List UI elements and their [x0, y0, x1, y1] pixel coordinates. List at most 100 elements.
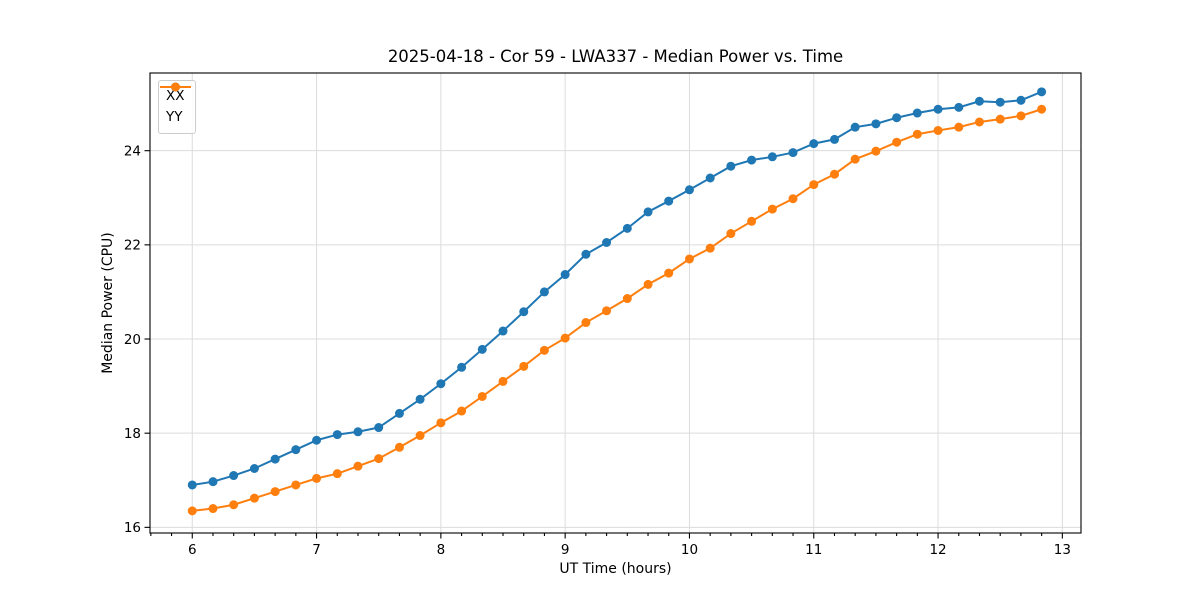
series-line-yy — [192, 108, 1042, 512]
data-point-xx — [477, 344, 487, 354]
legend-label-yy: YY — [166, 108, 183, 125]
data-point-xx — [767, 152, 777, 162]
data-point-xx — [830, 134, 840, 144]
data-point-xx — [622, 223, 632, 233]
data-point-xx — [457, 362, 467, 372]
data-point-yy — [270, 487, 280, 497]
data-point-yy — [643, 279, 653, 289]
data-point-xx — [871, 119, 881, 129]
data-point-xx — [995, 97, 1005, 107]
data-point-yy — [933, 125, 943, 135]
y-tick-label: 20 — [124, 332, 141, 348]
x-tick-label: 8 — [437, 542, 446, 558]
data-point-yy — [664, 268, 674, 278]
data-point-xx — [332, 430, 342, 440]
data-point-yy — [622, 294, 632, 304]
data-point-xx — [560, 270, 570, 280]
data-point-yy — [850, 154, 860, 164]
data-point-yy — [602, 306, 612, 316]
data-point-yy — [974, 117, 984, 127]
data-point-xx — [291, 445, 301, 455]
data-point-yy — [747, 216, 757, 226]
data-point-xx — [436, 379, 446, 389]
data-point-xx — [187, 480, 197, 490]
data-point-xx — [664, 196, 674, 206]
data-point-yy — [291, 480, 301, 490]
data-point-yy — [187, 506, 197, 516]
x-axis-label: UT Time (hours) — [559, 561, 672, 577]
data-point-yy — [477, 391, 487, 401]
data-point-xx — [602, 237, 612, 247]
data-point-yy — [208, 504, 218, 514]
x-tick-label: 6 — [188, 542, 197, 558]
data-point-xx — [394, 408, 404, 418]
data-point-xx — [1016, 95, 1026, 105]
y-tick-label: 16 — [124, 520, 141, 536]
data-point-yy — [954, 122, 964, 132]
x-tick-label: 12 — [929, 542, 946, 558]
data-point-xx — [643, 207, 653, 217]
data-point-yy — [498, 376, 508, 386]
data-point-yy — [1016, 111, 1026, 121]
data-point-xx — [912, 108, 922, 118]
data-point-xx — [726, 161, 736, 171]
data-point-xx — [353, 427, 363, 437]
data-point-yy — [830, 169, 840, 179]
data-point-xx — [933, 104, 943, 114]
data-point-yy — [767, 204, 777, 214]
data-point-xx — [705, 173, 715, 183]
legend: XX YY — [158, 80, 196, 134]
data-point-yy — [519, 361, 529, 371]
data-point-xx — [1037, 87, 1047, 97]
data-point-yy — [581, 318, 591, 328]
data-point-xx — [809, 139, 819, 149]
x-tick-label: 10 — [681, 542, 698, 558]
y-tick-label: 22 — [124, 238, 141, 254]
data-point-yy — [374, 454, 384, 464]
x-tick-label: 7 — [312, 542, 321, 558]
x-tick-label: 9 — [561, 542, 570, 558]
data-point-yy — [809, 180, 819, 190]
data-point-xx — [519, 307, 529, 317]
data-point-xx — [312, 435, 322, 445]
y-axis-label: Median Power (CPU) — [100, 232, 116, 374]
legend-item-yy: YY — [160, 82, 191, 128]
data-point-yy — [788, 194, 798, 204]
x-tick-label: 13 — [1054, 542, 1071, 558]
data-point-xx — [270, 454, 280, 464]
data-point-xx — [415, 394, 425, 404]
data-point-yy — [726, 229, 736, 239]
y-tick-label: 24 — [124, 143, 141, 159]
data-point-xx — [954, 102, 964, 112]
data-point-yy — [332, 469, 342, 479]
data-point-xx — [581, 249, 591, 259]
data-point-xx — [249, 463, 259, 473]
chart-title: 2025-04-18 - Cor 59 - LWA337 - Median Po… — [387, 47, 844, 66]
data-point-yy — [312, 473, 322, 483]
plot-border — [149, 72, 1082, 534]
data-point-xx — [498, 326, 508, 336]
data-point-yy — [394, 442, 404, 452]
data-point-xx — [229, 471, 239, 481]
data-point-yy — [457, 406, 467, 416]
legend-label-xx: XX — [166, 87, 185, 104]
data-point-xx — [850, 122, 860, 132]
data-point-xx — [374, 423, 384, 433]
data-point-yy — [539, 345, 549, 355]
data-point-yy — [892, 137, 902, 147]
y-tick-label: 18 — [124, 426, 141, 442]
data-point-yy — [229, 500, 239, 510]
data-point-yy — [353, 461, 363, 471]
data-point-xx — [747, 155, 757, 165]
x-tick-label: 11 — [805, 542, 822, 558]
data-point-xx — [208, 477, 218, 487]
legend-line-marker-yy-icon — [160, 82, 191, 92]
data-point-yy — [249, 493, 259, 503]
data-point-yy — [1037, 104, 1047, 114]
data-point-xx — [892, 113, 902, 123]
data-point-xx — [788, 148, 798, 158]
data-point-yy — [415, 431, 425, 441]
data-point-xx — [539, 287, 549, 297]
